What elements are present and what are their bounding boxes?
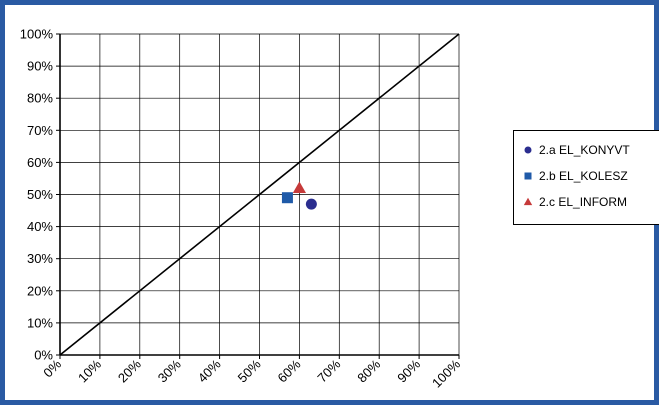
legend-label: 2.c EL_INFORM (539, 195, 628, 209)
legend-symbol-square (524, 172, 532, 180)
axes (56, 33, 460, 359)
data-points (281, 181, 317, 210)
legend-item: 2.b EL_KOLESZ (522, 163, 659, 189)
y-tick-label: 20% (27, 283, 53, 298)
x-tick-label: 40% (195, 356, 224, 385)
reference-line (59, 33, 460, 356)
legend-label: 2.b EL_KOLESZ (539, 169, 628, 183)
x-tick-label: 80% (354, 356, 383, 385)
x-tick-label: 10% (75, 356, 104, 385)
legend-label: 2.a EL_KONYVT (539, 143, 630, 157)
x-tick-label: 30% (155, 356, 184, 385)
legend-symbol-triangle (523, 197, 533, 206)
legend-symbol-circle (524, 146, 532, 154)
legend-item: 2.a EL_KONYVT (522, 137, 659, 163)
y-tick-label: 80% (27, 91, 53, 106)
data-point-triangle (292, 181, 306, 194)
y-tick-label: 90% (27, 59, 53, 74)
y-tick-label: 40% (27, 219, 53, 234)
y-tick-label: 60% (27, 155, 53, 170)
legend-marker-square (524, 172, 532, 180)
y-tick-label: 70% (27, 123, 53, 138)
legend-marker-triangle (523, 197, 533, 206)
data-point-square (281, 192, 293, 204)
data-point-circle (305, 198, 317, 210)
y-tick-label: 100% (20, 27, 54, 42)
legend-marker-circle (524, 146, 532, 154)
legend: 2.a EL_KONYVT 2.b EL_KOLESZ 2.c EL_INFORM (513, 130, 659, 225)
x-tick-label: 90% (394, 356, 423, 385)
y-tick-label: 10% (27, 315, 53, 330)
x-tick-label: 100% (429, 356, 463, 390)
y-tick-label: 0% (34, 348, 53, 363)
x-tick-label: 50% (235, 356, 264, 385)
x-tick-label: 60% (275, 356, 304, 385)
x-tick-label: 20% (115, 356, 144, 385)
y-tick-label: 30% (27, 251, 53, 266)
legend-item: 2.c EL_INFORM (522, 189, 659, 215)
y-tick-label: 50% (27, 187, 53, 202)
reference-line-layer (59, 33, 460, 356)
x-tick-label: 70% (314, 356, 343, 385)
